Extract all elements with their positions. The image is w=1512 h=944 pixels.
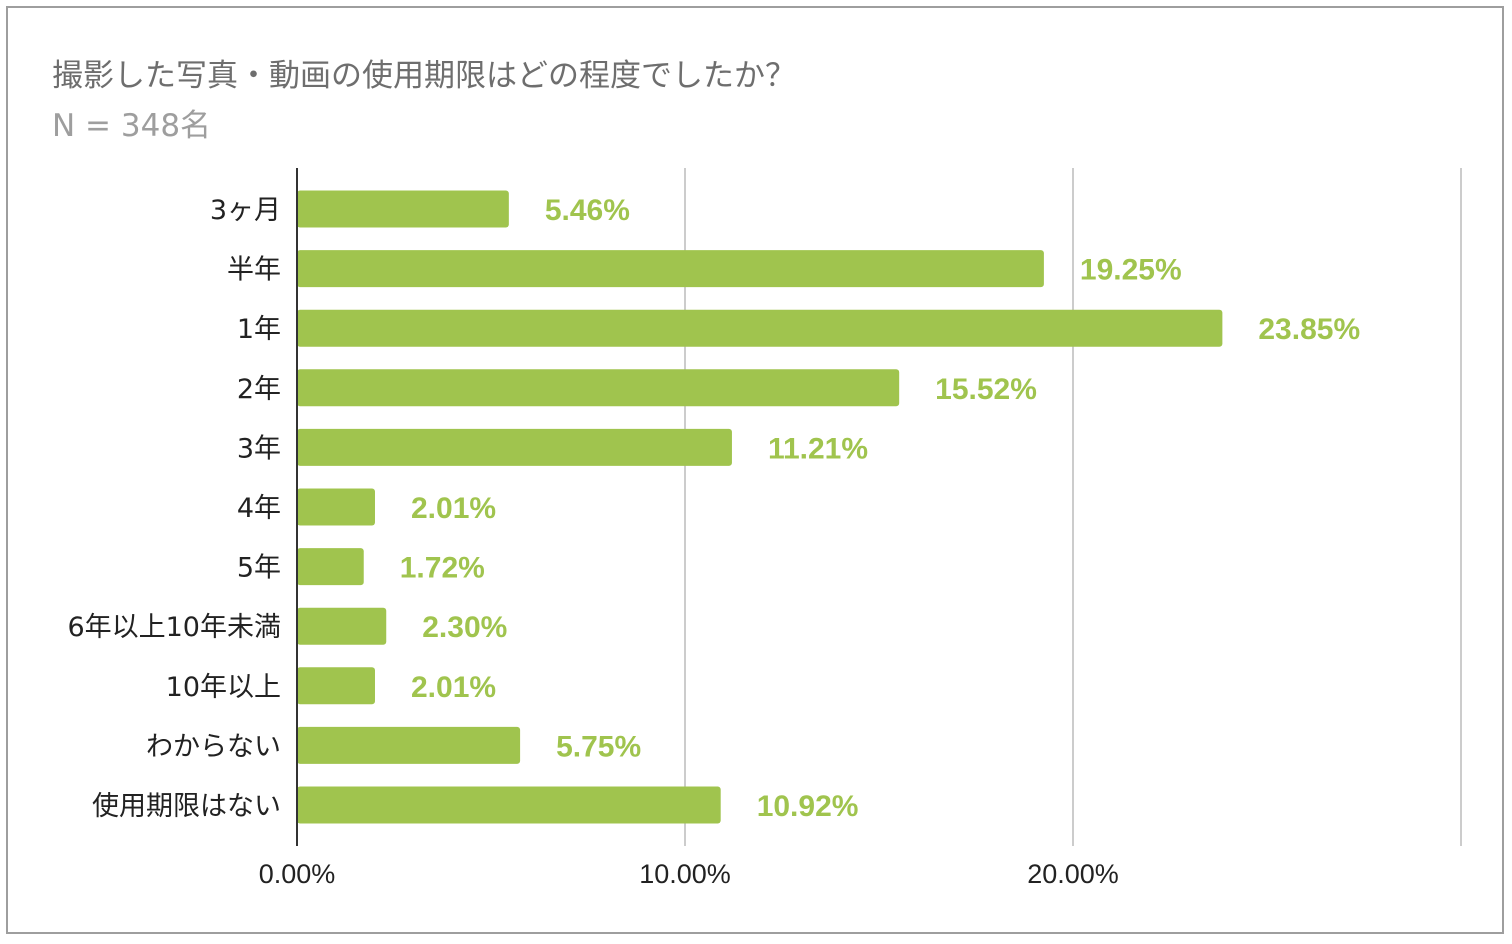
bar — [297, 786, 721, 824]
category-label: 1年 — [237, 314, 281, 345]
bar — [297, 667, 375, 705]
category-label: 5年 — [237, 553, 281, 584]
data-label: 2.01% — [411, 671, 496, 704]
bar — [297, 488, 375, 526]
category-label: 使用期限はない — [92, 791, 281, 822]
chart-title: 撮影した写真・動画の使用期限はどの程度でしたか？ — [52, 58, 796, 94]
x-tick-label: 0.00% — [259, 859, 336, 889]
bar — [297, 726, 521, 764]
bar — [297, 428, 732, 466]
data-label: 5.75% — [556, 730, 641, 763]
category-label: 6年以上10年未満 — [67, 612, 281, 643]
data-label: 2.30% — [422, 611, 507, 644]
category-label: 3年 — [237, 433, 281, 464]
x-tick-label: 10.00% — [639, 859, 731, 889]
bar — [297, 309, 1223, 347]
data-label: 11.21% — [768, 432, 868, 465]
x-tick-label: 20.00% — [1027, 859, 1119, 889]
data-label: 15.52% — [935, 373, 1037, 406]
data-label: 19.25% — [1080, 254, 1182, 287]
chart-subtitle: N = 348名 — [52, 108, 212, 144]
chart-frame — [6, 6, 1504, 934]
bar — [297, 607, 387, 645]
category-label: 2年 — [237, 374, 281, 405]
bar — [297, 190, 509, 228]
category-label: 半年 — [227, 255, 281, 286]
data-label: 10.92% — [757, 790, 859, 823]
category-label: 4年 — [237, 493, 281, 524]
bar — [297, 369, 900, 407]
bar — [297, 548, 364, 586]
data-label: 23.85% — [1258, 313, 1360, 346]
category-label: わからない — [146, 731, 281, 762]
bar — [297, 250, 1044, 288]
data-label: 2.01% — [411, 492, 496, 525]
data-label: 5.46% — [545, 194, 630, 227]
category-label: 10年以上 — [166, 672, 281, 703]
category-label: 3ヶ月 — [210, 195, 281, 226]
data-label: 1.72% — [400, 552, 485, 585]
